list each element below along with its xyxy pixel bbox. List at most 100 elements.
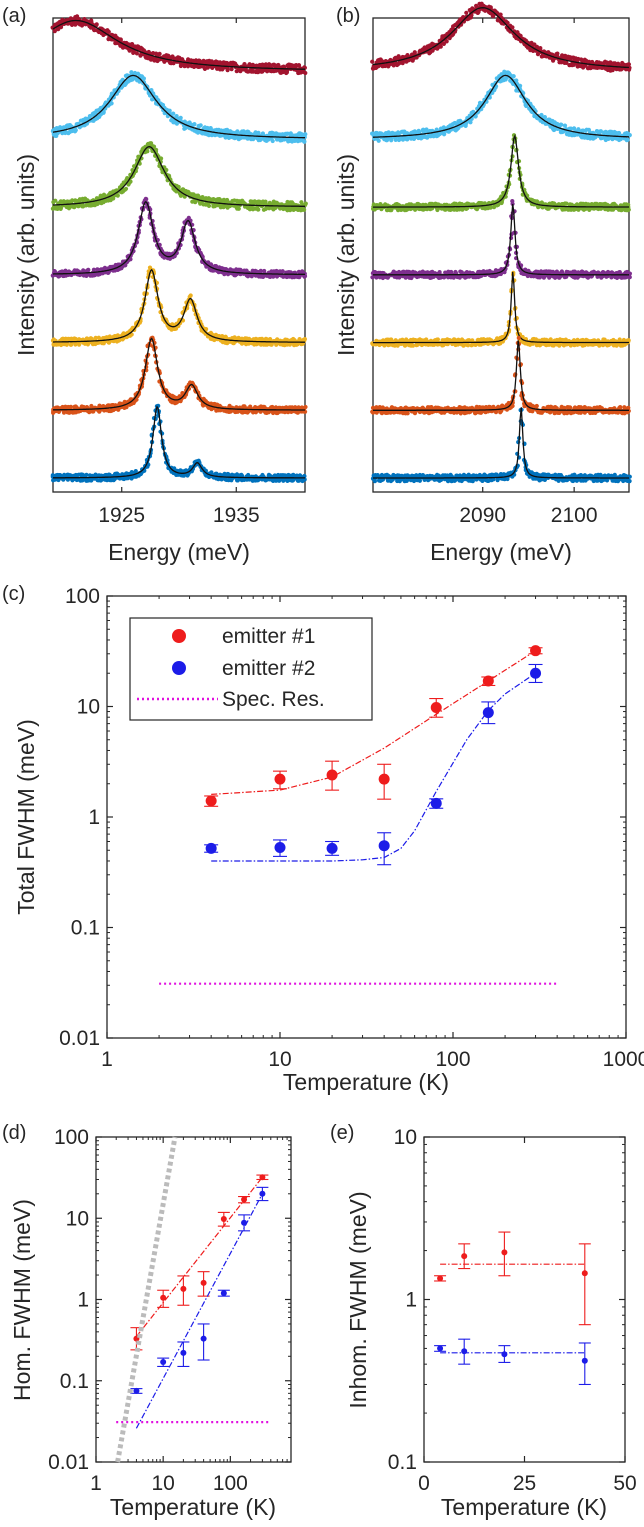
data-point (198, 123, 203, 128)
data-point (167, 108, 172, 113)
data-point (174, 114, 179, 119)
data-point (221, 205, 226, 210)
data-point (370, 59, 375, 64)
fit-curve (53, 268, 305, 343)
fit-curve (53, 337, 305, 411)
data-point (538, 46, 543, 51)
data-point (292, 138, 297, 143)
spectrum-4 (370, 199, 633, 281)
panel-a-spectra (50, 14, 308, 484)
data-point (256, 207, 261, 212)
data-point (206, 203, 212, 208)
data-point (263, 199, 268, 204)
panel-a-frame (52, 17, 306, 493)
data-point (73, 128, 78, 133)
data-point (164, 167, 169, 173)
data-point (627, 67, 632, 72)
data-point (109, 101, 114, 106)
data-point (464, 10, 469, 15)
data-point (626, 202, 631, 207)
spectrum-5 (50, 265, 307, 348)
data-point (171, 61, 176, 66)
data-point (558, 122, 563, 127)
data-point (157, 163, 162, 169)
data-point (137, 79, 142, 84)
data-point (192, 122, 197, 127)
data-point (232, 136, 237, 141)
data-point (157, 51, 162, 57)
data-point (302, 139, 307, 144)
panel-a: (a) 1925 1935 Energy (meV) Intensity (arb… (2, 5, 308, 565)
spectrum-3 (50, 141, 308, 213)
data-point (159, 156, 164, 161)
data-point (89, 478, 94, 483)
data-point (302, 207, 307, 212)
panel-b-frame (372, 17, 630, 493)
data-point (134, 51, 139, 56)
spectrum-1 (370, 1, 632, 73)
data-point (188, 293, 193, 298)
spectrum-7 (50, 403, 307, 484)
data-point (77, 342, 82, 347)
data-point (225, 68, 230, 73)
spectrum-1 (50, 14, 308, 76)
data-point (176, 184, 181, 190)
spectrum-4 (50, 196, 308, 280)
data-point (86, 267, 91, 273)
data-point (195, 130, 201, 135)
panel-a-label: (a) (2, 5, 26, 27)
data-point (278, 206, 283, 211)
fit-curve (52, 19, 305, 70)
data-point (143, 196, 148, 201)
data-point (302, 274, 308, 279)
data-point (263, 62, 268, 67)
fit-curve (52, 74, 305, 139)
data-point (96, 335, 101, 340)
data-point (84, 336, 89, 341)
panel-a-xlabel: Energy (meV) (108, 539, 250, 565)
data-point (141, 76, 146, 81)
panel-a-ylabel: Intensity (arb. units) (13, 154, 39, 356)
data-point (442, 131, 447, 136)
data-point (303, 132, 308, 137)
data-point (564, 201, 569, 206)
spectrum-2 (50, 70, 308, 144)
data-point (106, 29, 111, 34)
data-point (235, 129, 240, 134)
data-point (488, 205, 493, 210)
data-point (101, 110, 106, 115)
spectrum-6 (51, 335, 308, 416)
data-point (303, 404, 308, 410)
x-tick-label: 1925 (98, 504, 145, 527)
data-point (58, 206, 63, 211)
data-point (280, 269, 285, 274)
fit-curve (53, 405, 305, 479)
data-point (91, 267, 96, 272)
spectrum-3 (371, 133, 631, 213)
data-point (53, 198, 58, 203)
data-point (376, 138, 381, 143)
data-point (626, 207, 631, 212)
data-point (562, 123, 568, 128)
panel-b-spectra (370, 1, 633, 484)
data-point (229, 67, 234, 72)
data-point (252, 199, 257, 204)
data-point (171, 111, 176, 116)
data-point (123, 186, 129, 191)
panel-b-label: (b) (336, 5, 360, 27)
data-point (232, 61, 237, 66)
data-point (296, 63, 301, 68)
data-point (299, 200, 304, 205)
data-point (270, 138, 275, 144)
data-point (303, 70, 308, 76)
panel-b: (b) 2090 2100 Energy (meV) Intensity (arb… (333, 1, 633, 565)
data-point (115, 193, 120, 198)
x-tick-label: 1935 (213, 504, 260, 527)
fit-curve (52, 201, 305, 275)
data-point (93, 335, 98, 340)
data-point (511, 74, 516, 79)
data-point (284, 70, 289, 76)
data-point (149, 88, 154, 93)
data-point (300, 132, 305, 137)
